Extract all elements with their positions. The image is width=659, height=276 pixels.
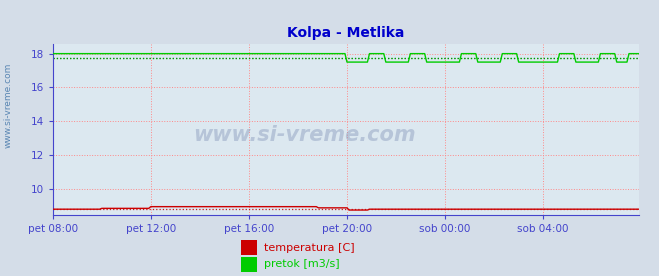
Text: www.si-vreme.com: www.si-vreme.com [3,62,13,148]
Title: Kolpa - Metlika: Kolpa - Metlika [287,26,405,40]
FancyBboxPatch shape [241,257,257,272]
Text: www.si-vreme.com: www.si-vreme.com [194,125,416,145]
Text: pretok [m3/s]: pretok [m3/s] [264,259,339,269]
FancyBboxPatch shape [241,240,257,255]
Text: temperatura [C]: temperatura [C] [264,243,355,253]
